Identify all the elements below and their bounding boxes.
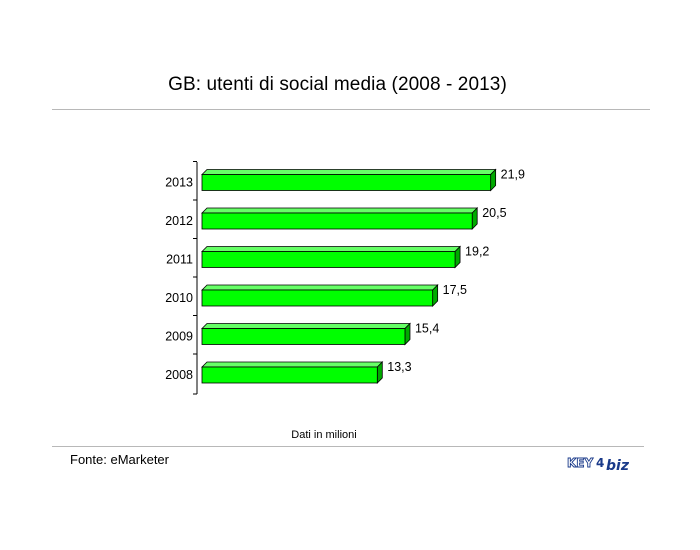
bar-top-2012 — [201, 207, 479, 214]
chart-caption: Dati in milioni — [291, 429, 357, 441]
category-label-2012: 2012 — [165, 214, 193, 228]
value-label-2010: 17,5 — [443, 283, 467, 297]
bar-top-2009 — [201, 323, 411, 329]
bar-2008 — [201, 366, 378, 384]
bar-top-2010 — [201, 284, 439, 291]
bar-2009 — [201, 328, 406, 345]
logo-biz-text: biz — [606, 458, 630, 474]
value-label-2011: 19,2 — [465, 245, 489, 259]
top-divider — [52, 109, 650, 110]
value-label-2009: 15,4 — [415, 322, 439, 336]
source-note: Fonte: eMarketer — [70, 452, 169, 467]
bar-2010 — [201, 289, 434, 307]
category-label-2011: 2011 — [166, 253, 193, 267]
bar-2012 — [201, 212, 473, 230]
bar-2013 — [201, 174, 492, 191]
value-label-2008: 13,3 — [387, 360, 411, 374]
logo-four-text: 4 — [596, 456, 604, 470]
category-label-2009: 2009 — [165, 330, 193, 344]
value-label-2013: 21,9 — [501, 168, 525, 182]
chart-title: GB: utenti di social media (2008 - 2013) — [168, 74, 507, 95]
bar-top-2013 — [201, 169, 497, 175]
category-label-2008: 2008 — [165, 368, 193, 382]
value-label-2012: 20,5 — [482, 206, 506, 220]
key4biz-logo: KEY 4 biz — [567, 456, 630, 474]
category-label-2013: 2013 — [165, 176, 193, 190]
bottom-divider — [52, 446, 644, 447]
category-label-2010: 2010 — [165, 291, 193, 305]
bar-top-2008 — [201, 361, 384, 368]
logo-key-text: KEY — [567, 456, 593, 470]
bar-top-2011 — [201, 246, 462, 252]
bar-2011 — [201, 251, 456, 268]
